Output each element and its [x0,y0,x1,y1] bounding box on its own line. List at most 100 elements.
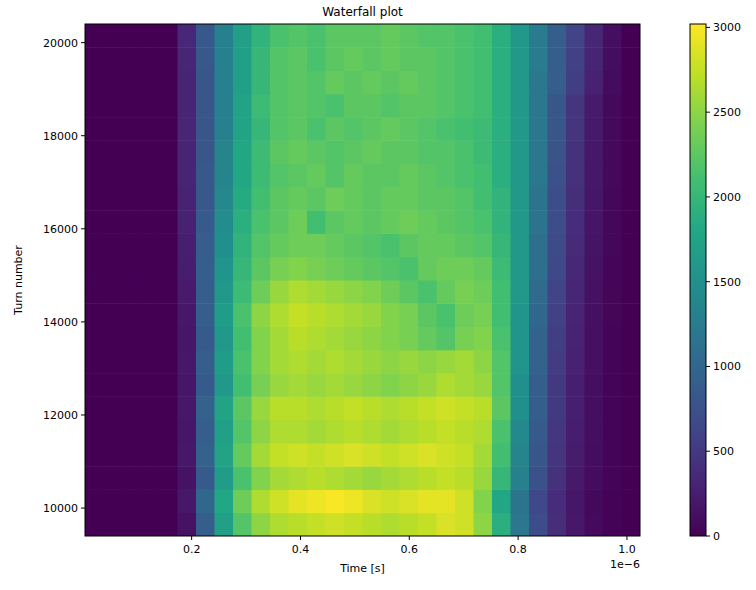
cell [418,24,437,48]
cell [307,210,326,234]
cell [270,210,289,234]
cell [326,71,345,95]
cell [178,257,197,281]
cell [363,513,382,536]
cell [603,280,622,304]
cell [270,303,289,327]
cell [104,513,123,536]
cell [492,233,511,257]
cell [400,443,419,467]
cell [400,513,419,536]
cell [566,24,585,48]
cell [622,350,641,374]
cell [400,350,419,374]
cell [326,47,345,71]
cell [326,233,345,257]
cell [141,24,160,48]
y-tick [81,321,85,322]
x-tick-label: 0.6 [401,543,419,556]
cell [141,47,160,71]
cell [548,210,567,234]
cell [159,24,178,48]
cell [492,71,511,95]
cell [529,350,548,374]
x-tick [300,536,301,540]
cell [437,513,456,536]
cell [437,443,456,467]
y-tick [81,508,85,509]
cell [363,117,382,141]
cell [603,233,622,257]
cell [418,420,437,444]
cell [196,47,215,71]
cell [381,373,400,397]
cell [289,327,308,351]
cell [252,466,271,490]
cell [418,71,437,95]
cell [326,280,345,304]
cell [289,443,308,467]
cell [252,443,271,467]
cell [289,280,308,304]
cell [196,513,215,536]
cell [437,303,456,327]
cell [141,443,160,467]
cell [252,233,271,257]
cell [104,210,123,234]
cell [344,396,363,420]
cell [363,466,382,490]
cell [104,71,123,95]
cell [289,513,308,536]
cell [622,187,641,211]
cell [622,420,641,444]
cell [307,280,326,304]
cell [233,47,252,71]
cell [215,396,234,420]
cell [104,489,123,513]
cell [252,489,271,513]
cell [455,327,474,351]
colorbar-tick-label: 1000 [713,360,741,373]
cell [548,94,567,118]
cell [159,396,178,420]
cell [344,187,363,211]
cell [270,489,289,513]
cell [529,513,548,536]
cell [326,257,345,281]
cell [381,71,400,95]
cell [585,140,604,164]
cell [307,164,326,188]
cell [363,489,382,513]
cell [603,373,622,397]
cell [418,443,437,467]
cell [474,117,493,141]
cell [178,187,197,211]
cell [104,396,123,420]
cell [381,513,400,536]
cell [122,466,141,490]
cell [603,396,622,420]
cell [344,443,363,467]
cell [178,280,197,304]
cell [141,489,160,513]
cell [511,71,530,95]
cell [289,396,308,420]
cell [381,24,400,48]
cell [585,24,604,48]
cell [511,24,530,48]
cell [585,420,604,444]
cell [270,71,289,95]
cell [233,420,252,444]
cell [585,233,604,257]
cell [141,280,160,304]
cell [289,94,308,118]
cell [400,24,419,48]
cell [418,327,437,351]
cell [159,373,178,397]
cell [437,24,456,48]
cell [400,164,419,188]
cell [622,280,641,304]
cell [437,466,456,490]
cell [511,373,530,397]
cell [418,140,437,164]
